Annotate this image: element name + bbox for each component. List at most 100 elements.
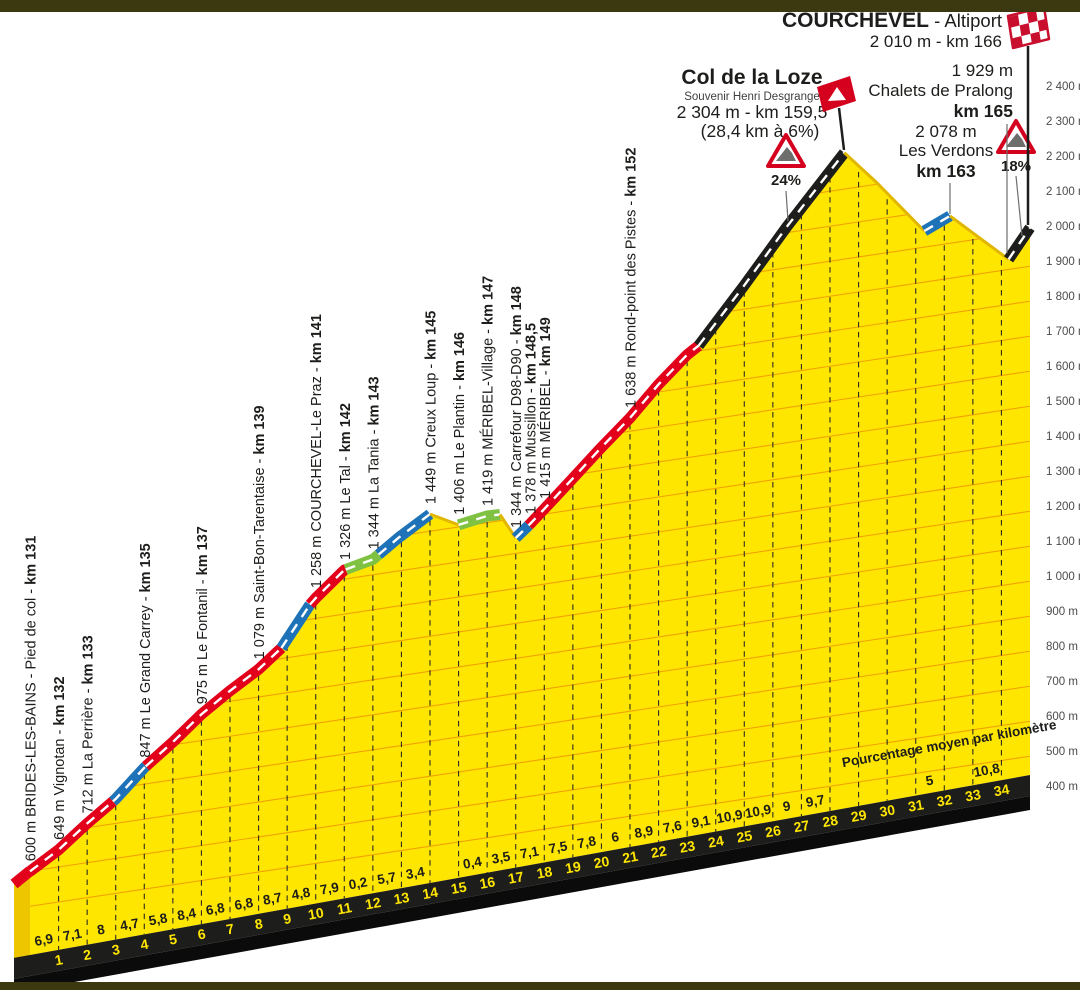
- km-tick-label: 3: [111, 941, 122, 958]
- km-tick-label: 12: [364, 894, 382, 913]
- km-tick-label: 18: [535, 863, 553, 882]
- gradient-value: 7,9: [319, 879, 340, 897]
- pralong-km: km 165: [954, 101, 1014, 121]
- km-tick-label: 19: [564, 858, 582, 877]
- waypoint-labels: 600 m BRIDES-LES-BAINS - Pied de col - k…: [24, 148, 640, 862]
- waypoint-label: 1 326 m Le Tal - km 142: [338, 403, 354, 560]
- elevation-axis-label: 2 400 m: [1046, 81, 1080, 93]
- gradient-value: 5,7: [376, 869, 397, 887]
- km-gridlines: [58, 171, 1002, 950]
- gradient-value: 6,9: [33, 931, 54, 949]
- pralong-elevation: 1 929 m: [952, 61, 1013, 80]
- gradient-value: 9: [782, 798, 792, 814]
- gradient-value: 10,8: [972, 760, 1001, 780]
- col-title: Col de la Loze: [681, 66, 822, 89]
- elevation-axis-label: 900 m: [1046, 606, 1078, 618]
- gradient-value: 8,7: [262, 890, 283, 908]
- waypoint-label: 1 419 m MÉRIBEL-Village - km 147: [480, 276, 497, 506]
- km-tick-label: 7: [225, 920, 236, 937]
- km-band: [14, 775, 1030, 979]
- elevation-axis-label: 2 200 m: [1046, 151, 1080, 163]
- km-tick-label: 28: [821, 812, 839, 831]
- elevation-axis-label: 1 600 m: [1046, 361, 1080, 373]
- elevation-axis-label: 1 700 m: [1046, 326, 1080, 338]
- waypoint-label: 1 258 m COURCHEVEL-Le Praz - km 141: [309, 314, 325, 588]
- km-tick-label: 24: [707, 832, 725, 851]
- gradient-value: 6,8: [233, 895, 255, 913]
- col-elevation-km: 2 304 m - km 159,5: [677, 102, 828, 122]
- elevation-axis-label: 1 100 m: [1046, 536, 1080, 548]
- gradient-value: 0,4: [462, 854, 484, 872]
- summit-flag-mountain-icon: [828, 87, 846, 101]
- waypoint-label: 649 m Vignotan - km 132: [52, 676, 68, 839]
- elevation-axis-label: 500 m: [1046, 746, 1078, 758]
- col-length-gradient: (28,4 km à 6%): [701, 121, 820, 141]
- elevation-axis-label: 2 300 m: [1046, 116, 1080, 128]
- km-tick-label: 11: [336, 899, 354, 917]
- elevation-axis-label: 400 m: [1046, 781, 1078, 793]
- km-tick-label: 14: [421, 884, 439, 903]
- km-tick-label: 9: [282, 910, 293, 927]
- gradient-ribbons: [26, 149, 1035, 876]
- col-tribute: Souvenir Henri Desgrange: [684, 91, 820, 103]
- elevation-axis-label: 1 300 m: [1046, 466, 1080, 478]
- gradient-value: 8,9: [633, 823, 654, 841]
- gradient-value: 7,1: [62, 926, 84, 944]
- km-tick-label: 30: [878, 801, 896, 820]
- finish-elevation-km: 2 010 m - km 166: [870, 32, 1002, 51]
- steep-18-label: 18%: [1001, 158, 1031, 175]
- waypoint-label: 1 415 m MÉRIBEL - km 149: [537, 317, 554, 499]
- elevation-axis-label: 1 400 m: [1046, 431, 1080, 443]
- gradient-value: 8,4: [176, 905, 198, 923]
- waypoint-label: 1 378 m Mussillon - km 148,5: [524, 323, 540, 514]
- elevation-axis-label: 2 100 m: [1046, 186, 1080, 198]
- gradient-value: 6,8: [205, 900, 227, 918]
- km-tick-label: 6: [196, 925, 207, 942]
- km-tick-label: 17: [507, 868, 525, 887]
- waypoint-label: 1 079 m Saint-Bon-Tarentaise - km 139: [252, 405, 268, 659]
- km-tick-label: 22: [650, 842, 668, 861]
- km-tick-label: 29: [850, 806, 868, 825]
- gradient-value: 4,8: [290, 885, 312, 903]
- km-tick-label: 13: [392, 889, 410, 908]
- gradient-value: 5: [924, 772, 935, 788]
- top-frame-bar: [0, 0, 1080, 12]
- profile-side-cap-road: [10, 866, 34, 889]
- gradient-value: 10,9: [744, 802, 773, 821]
- waypoint-label: 600 m BRIDES-LES-BAINS - Pied de col - k…: [24, 536, 40, 862]
- waypoint-label: 1 344 m La Tania - km 143: [366, 376, 382, 549]
- profile-area: [30, 152, 1030, 955]
- elevation-axis-label: 1 900 m: [1046, 256, 1080, 268]
- gradient-value: 0,2: [347, 874, 368, 892]
- km-tick-label: 33: [964, 786, 982, 805]
- gradient-value: 3,4: [405, 864, 427, 882]
- profile-side-cap: [14, 871, 30, 970]
- gradient-value: 4,7: [119, 915, 140, 933]
- elevation-axis: 2 400 m 2 300 m 2 200 m 2 100 m 2 000 m 1 900…: [1046, 81, 1080, 793]
- waypoint-label: 847 m Le Grand Carrey - km 135: [138, 543, 154, 757]
- pralong-name: Chalets de Pralong: [868, 81, 1013, 100]
- steep-18-leader: [1015, 175, 1023, 237]
- km-tick-label: 20: [592, 853, 610, 872]
- km-band-face: [14, 796, 1030, 990]
- finish-title: COURCHEVEL - Altiport: [782, 9, 1002, 32]
- elevation-axis-label: 700 m: [1046, 676, 1078, 688]
- elevation-axis-label: 2 000 m: [1046, 221, 1080, 233]
- gradient-value: 7,5: [547, 838, 569, 856]
- km-numbers: 1 2 3 4 5 6 7 8 9 10 11 12 13 14 15 16 17 18 19 20 21 22 23 24 2…: [53, 781, 1010, 969]
- waypoint-label: 1 406 m Le Plantin - km 146: [452, 332, 468, 515]
- km-tick-label: 1: [53, 951, 64, 968]
- steep-24-annotation: 24%: [766, 133, 806, 222]
- warning-mountain-icon: [1006, 133, 1026, 147]
- km-tick-label: 27: [792, 817, 810, 836]
- km-tick-label: 21: [621, 848, 639, 867]
- waypoint-label: 1 638 m Rond-point des Pistes - km 152: [624, 148, 640, 408]
- waypoint-label: 1 344 m Carrefour D98-D90 - km 148: [509, 286, 525, 528]
- km-tick-label: 34: [992, 781, 1010, 800]
- elevation-axis-label: 1 000 m: [1046, 571, 1080, 583]
- steep-24-leader: [785, 190, 789, 222]
- elevation-axis-label: 800 m: [1046, 641, 1078, 653]
- verdons-elevation: 2 078 m: [915, 122, 976, 141]
